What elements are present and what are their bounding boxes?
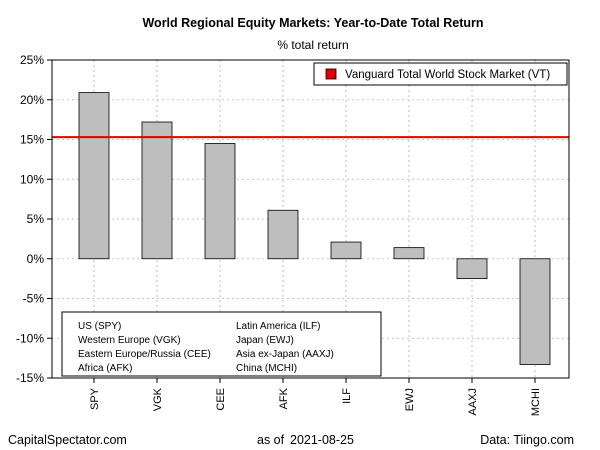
- bar-vgk: [141, 121, 173, 260]
- y-tick-label: 25%: [20, 53, 44, 67]
- x-tick-label: MCHI: [530, 388, 542, 416]
- bar-afk: [267, 209, 299, 260]
- y-tick-label: 20%: [20, 93, 44, 107]
- x-tick-label: VGK: [152, 387, 164, 411]
- footer-source-left: CapitalSpectator.com: [8, 433, 127, 447]
- key-item: Asia ex-Japan (AAXJ): [236, 349, 334, 360]
- y-tick-label: -5%: [23, 292, 45, 306]
- y-axis: 25% 20% 15% 10% 5% 0% -5% -10% -15%: [16, 53, 52, 385]
- y-tick-label: 10%: [20, 172, 44, 186]
- chart-title: World Regional Equity Markets: Year-to-D…: [142, 16, 483, 30]
- legend-label: Vanguard Total World Stock Market (VT): [345, 69, 550, 81]
- y-tick-label: 15%: [20, 133, 44, 147]
- y-tick-label: -10%: [16, 331, 44, 345]
- footer-source-right: Data: Tiingo.com: [480, 433, 574, 447]
- x-axis: SPY VGK CEE AFK ILF EWJ AAXJ MCHI: [89, 378, 542, 416]
- bar-mchi: [519, 258, 551, 365]
- legend-swatch: [325, 68, 337, 80]
- chart-subtitle: % total return: [277, 38, 348, 52]
- bar-cee: [204, 143, 236, 260]
- bar-aaxj: [456, 258, 488, 280]
- key-item: Western Europe (VGK): [78, 335, 181, 346]
- x-tick-label: ILF: [341, 388, 353, 404]
- x-tick-label: AFK: [278, 387, 290, 409]
- y-tick-label: 5%: [27, 212, 45, 226]
- key-item: US (SPY): [78, 321, 121, 332]
- footer-date-prefix: as of: [257, 433, 285, 447]
- x-tick-label: CEE: [215, 388, 227, 411]
- ticker-key-box: [61, 311, 382, 377]
- legend-box: [313, 62, 568, 86]
- key-item: Japan (EWJ): [236, 335, 294, 346]
- ticker-key: US (SPY) Western Europe (VGK) Eastern Eu…: [61, 311, 382, 377]
- bar-spy: [78, 92, 110, 260]
- x-tick-label: AAXJ: [467, 388, 479, 416]
- key-item: Latin America (ILF): [236, 321, 320, 332]
- plot-frame: [51, 59, 570, 379]
- key-item: Eastern Europe/Russia (CEE): [78, 349, 211, 360]
- y-tick-label: -15%: [16, 371, 44, 385]
- bar-ewj: [393, 247, 425, 260]
- key-item: China (MCHI): [236, 363, 297, 374]
- x-tick-label: EWJ: [404, 388, 416, 411]
- key-item: Africa (AFK): [78, 363, 132, 374]
- legend: Vanguard Total World Stock Market (VT): [313, 62, 568, 86]
- y-tick-label: 0%: [27, 252, 45, 266]
- bars: [78, 92, 551, 365]
- footer-date: 2021-08-25: [290, 433, 354, 447]
- bar-ilf: [330, 241, 362, 260]
- x-tick-label: SPY: [89, 387, 101, 410]
